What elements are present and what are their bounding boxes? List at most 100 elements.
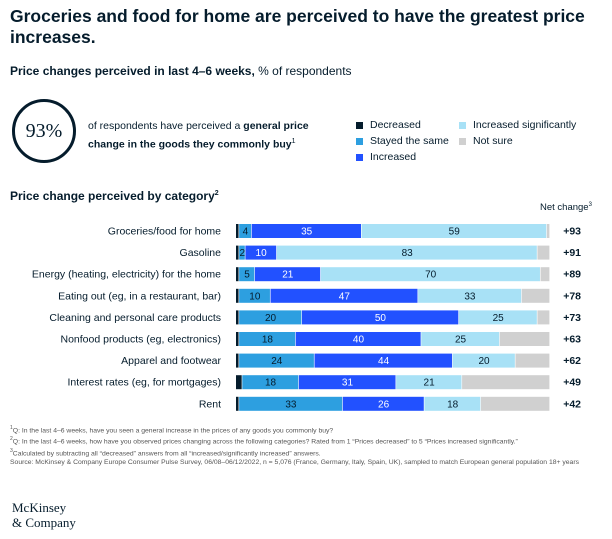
bar-segment	[236, 245, 239, 260]
net-change-value: +49	[563, 377, 581, 389]
net-change-header-footnote: 3	[588, 202, 592, 208]
footnote-text: Source: McKinsey & Company Europe Consum…	[10, 458, 579, 466]
bar-segment	[251, 224, 361, 238]
logo-line-1: McKinsey	[12, 500, 67, 515]
bar-segment	[301, 310, 459, 325]
legend-item-not-sure: Not sure	[459, 135, 513, 147]
bar-segment	[499, 332, 550, 346]
footnote-2: 2Q: In the last 4–6 weeks, how have you …	[10, 435, 600, 446]
stat-text: of respondents have perceived a general …	[88, 118, 338, 153]
mckinsey-logo[interactable]: McKinsey & Company	[12, 500, 76, 530]
footnote-text: Q: In the last 4–6 weeks, how have you o…	[12, 438, 518, 446]
net-change-value: +73	[563, 312, 581, 324]
bar-segment	[236, 224, 239, 238]
legend-item-stayed-same: Stayed the same	[356, 135, 449, 147]
legend-swatch	[356, 121, 363, 129]
legend-swatch	[459, 137, 466, 145]
bar-value-label: 4	[243, 227, 249, 238]
bar-value-label: 31	[342, 378, 354, 389]
net-change-header: Net change3	[540, 202, 592, 213]
stat-text-bold: general price change in the goods they c…	[88, 120, 309, 151]
bar-value-label: 20	[265, 313, 277, 324]
bar-segment	[239, 224, 252, 238]
section-title-footnote: 2	[214, 190, 219, 197]
category-label: Apparel and footwear	[121, 355, 221, 367]
bar-value-label: 70	[425, 270, 437, 281]
bar-value-label: 2	[239, 248, 245, 259]
bar-segment	[298, 375, 396, 390]
footnote-text: Q: In the last 4–6 weeks, have you seen …	[12, 427, 334, 435]
bar-value-label: 47	[339, 291, 351, 302]
category-label: Eating out (eg, in a restaurant, bar)	[58, 290, 221, 302]
subtitle-bold: Price changes perceived in last 4–6 week…	[10, 64, 255, 78]
legend-swatch	[356, 137, 363, 145]
bar-value-label: 18	[262, 335, 274, 346]
category-label: Rent	[199, 398, 221, 410]
legend-item-decreased: Decreased	[356, 119, 421, 131]
legend-label: Increased	[370, 151, 417, 163]
bar-segment	[236, 396, 239, 411]
category-label: Cleaning and personal care products	[49, 312, 221, 324]
bar-segment	[521, 288, 550, 303]
bar-segment	[546, 224, 550, 238]
bar-segment	[236, 375, 242, 390]
legend-swatch	[356, 153, 363, 161]
bar-value-label: 44	[378, 356, 390, 367]
bar-segment	[418, 288, 522, 303]
bar-segment	[242, 375, 299, 390]
footnotes: 1Q: In the last 4–6 weeks, have you seen…	[10, 424, 600, 467]
bar-segment	[314, 353, 453, 368]
bar-segment	[236, 332, 239, 346]
bar-segment	[537, 310, 550, 325]
net-change-value: +91	[563, 247, 581, 259]
footnote-marker: 3	[10, 447, 13, 454]
bar-segment	[236, 288, 239, 303]
bar-segment	[421, 332, 500, 346]
bar-segment	[254, 267, 321, 282]
legend-item-increased-significantly: Increased significantly	[459, 119, 576, 131]
bar-value-label: 33	[285, 399, 297, 410]
legend-item-increased: Increased	[356, 151, 416, 163]
bar-segment	[462, 375, 550, 390]
legend-label: Stayed the same	[370, 135, 449, 147]
legend-label: Increased significantly	[473, 119, 577, 131]
footnote-3: 3Calculated by subtracting all “decrease…	[10, 447, 600, 458]
bar-segment	[537, 245, 550, 260]
bar-value-label: 25	[455, 335, 467, 346]
footnote-marker: 1	[10, 425, 13, 431]
net-change-value: +42	[563, 398, 581, 410]
chart-title: Groceries and food for home are perceive…	[10, 6, 585, 47]
bar-segment	[239, 310, 302, 325]
bar-value-label: 50	[375, 313, 387, 324]
legend: Decreased Stayed the same Increased Incr…	[356, 119, 601, 167]
legend-swatch	[459, 121, 466, 129]
bar-segment	[236, 310, 239, 325]
bar-value-label: 35	[301, 227, 313, 238]
bar-value-label: 25	[493, 313, 505, 324]
bar-value-label: 59	[449, 227, 461, 238]
bar-segment	[452, 353, 515, 368]
net-change-value: +62	[563, 355, 581, 367]
bar-segment	[515, 353, 550, 368]
legend-label: Decreased	[370, 119, 421, 131]
bar-segment	[361, 224, 547, 238]
bar-value-label: 10	[256, 248, 268, 259]
stat-circle: 93%	[12, 99, 76, 163]
bar-segment	[239, 288, 270, 303]
section-title: Price change perceived by category2	[10, 189, 219, 203]
stat-text-before: of respondents have perceived a	[88, 120, 244, 132]
bar-segment	[239, 353, 314, 368]
category-label: Groceries/food for home	[108, 226, 221, 238]
category-label: Energy (heating, electricity) for the ho…	[32, 269, 221, 281]
chart-subtitle: Price changes perceived in last 4–6 week…	[10, 64, 352, 78]
footnote-text: Calculated by subtracting all “decreased…	[12, 449, 321, 457]
bar-value-label: 26	[378, 399, 390, 410]
category-label: Interest rates (eg, for mortgages)	[68, 377, 221, 389]
stacked-bar-chart: Groceries/food for home 4 35 59 +93 Gasoline 2…	[32, 224, 581, 411]
legend-label: Not sure	[473, 135, 513, 147]
bar-segment	[342, 396, 424, 411]
footnote-marker: 2	[10, 436, 13, 443]
subtitle-rest: % of respondents	[254, 64, 352, 78]
bar-segment	[480, 396, 550, 411]
bar-segment	[245, 245, 277, 260]
